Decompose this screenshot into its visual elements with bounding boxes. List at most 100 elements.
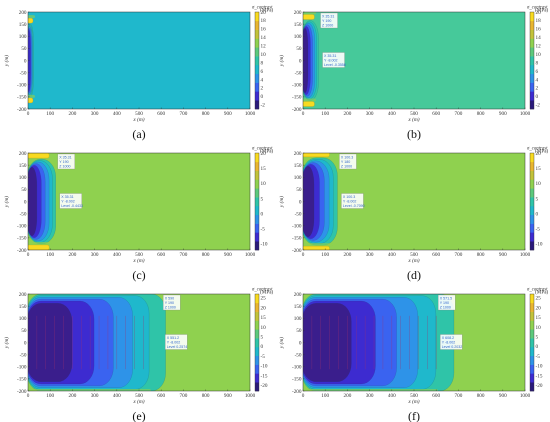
y-tick-label: 200: [19, 10, 27, 16]
colorbar-tick-label: -10: [261, 242, 268, 248]
colorbar-tick-label: -10: [261, 364, 268, 370]
colorbar-tick-label: 8: [261, 60, 264, 66]
y-axis-label: y (m): [3, 55, 10, 67]
colorbar-segment: [255, 302, 259, 312]
contour-band-5: [303, 166, 315, 237]
y-tick-label: 150: [294, 304, 302, 310]
x-tick-label: 800: [202, 252, 210, 258]
colorbar-segment: [255, 179, 259, 189]
colorbar-segment: [255, 73, 259, 83]
tensile-halo-bottom: [28, 241, 52, 245]
x-tick-label: 900: [499, 393, 507, 399]
x-tick-label: 700: [455, 252, 463, 258]
colorbar-tick-label: 15: [536, 315, 542, 321]
colorbar-segment: [530, 232, 534, 242]
colorbar-segment: [530, 311, 534, 321]
x-tick-label: 400: [113, 393, 121, 399]
chart-svg: 0 100 200 300 400 500 600 700 800 900 1000-200-150…: [3, 6, 274, 142]
colorbar-segment: [530, 320, 534, 330]
colorbar-tick-label: 16: [536, 27, 542, 33]
y-tick-label: 150: [294, 22, 302, 28]
x-tick-label: 300: [91, 252, 99, 258]
tensile-halo-top: [302, 149, 333, 152]
x-tick-label: 700: [455, 393, 463, 399]
y-tick-label: 150: [19, 163, 27, 169]
tensile-strip-top: [303, 14, 315, 20]
colorbar-segment: [255, 91, 259, 101]
colorbar-tick-label: -2: [261, 103, 266, 109]
colorbar-segment: [255, 64, 259, 75]
y-tick-label: 200: [19, 292, 27, 298]
datatip-value: X 35.31: [59, 156, 71, 160]
x-tick-label: 400: [113, 252, 121, 258]
colorbar-tick-label: -15: [536, 373, 543, 379]
colorbar-segment: [530, 38, 534, 48]
y-tick-label: 50: [296, 328, 302, 334]
colorbar-tick-label: -5: [261, 227, 266, 233]
colorbar-tick-label: -20: [261, 383, 268, 389]
x-tick-label: 600: [432, 393, 440, 399]
y-tick-label: -200: [292, 248, 302, 254]
datatip-value: Y -8.002: [442, 340, 456, 344]
x-tick-label: 800: [477, 111, 485, 117]
colorbar-segment: [530, 373, 534, 383]
colorbar-segment: [255, 153, 259, 163]
colorbar-unit: (MPa): [535, 148, 549, 155]
tensile-strip-bottom: [28, 244, 50, 250]
y-tick-label: 0: [299, 340, 302, 346]
colorbar-segment: [255, 205, 259, 216]
colorbar-segment: [530, 223, 534, 233]
field-background: [28, 12, 250, 109]
colorbar-segment: [530, 364, 534, 374]
colorbar-tick-label: 10: [536, 52, 542, 58]
x-tick-label: 200: [69, 111, 77, 117]
x-tick-label: 100: [46, 252, 54, 258]
colorbar-tick-label: 15: [261, 166, 267, 172]
tensile-strip-top: [27, 288, 137, 293]
colorbar-segment: [530, 153, 534, 163]
tensile-halo-bottom: [303, 98, 316, 102]
datatip-value: X 590: [165, 297, 174, 301]
datatip-value: Level -0.3558: [324, 63, 346, 67]
x-tick-label: 600: [157, 252, 165, 258]
tensile-halo-top: [28, 15, 35, 19]
chart-svg: 0 100 200 300 400 500 600 700 800 900 1000-200-150…: [278, 147, 549, 283]
colorbar-segment: [255, 20, 259, 30]
y-tick-label: -200: [17, 389, 27, 395]
x-tick-label: 700: [180, 252, 188, 258]
y-tick-label: 200: [294, 292, 302, 298]
colorbar-segment: [530, 12, 534, 22]
x-tick-label: 900: [499, 111, 507, 117]
y-tick-label: 50: [21, 46, 27, 52]
colorbar-segment: [530, 329, 534, 339]
datatip-value: Y -8.002: [167, 340, 181, 344]
x-tick-label: 500: [135, 393, 143, 399]
colorbar-segment: [530, 64, 534, 75]
panel-label: (d): [407, 268, 421, 282]
colorbar-tick-label: -5: [261, 354, 266, 360]
tensile-strip-top: [303, 153, 330, 157]
y-tick-label: 200: [19, 151, 27, 157]
colorbar-segment: [255, 100, 259, 110]
colorbar-frame: [254, 11, 260, 110]
x-tick-label: 1000: [245, 393, 256, 399]
y-tick-label: -100: [17, 224, 27, 230]
y-tick-label: -50: [295, 211, 302, 217]
y-axis-label: y (m): [3, 196, 10, 208]
x-tick-label: 1000: [245, 252, 256, 258]
panel-d: 0 100 200 300 400 500 600 700 800 900 1000 -200 -150…: [275, 141, 550, 283]
x-tick-label: 400: [113, 111, 121, 117]
colorbar-segment: [530, 205, 534, 216]
y-tick-label: 150: [19, 22, 27, 28]
x-tick-label: 900: [224, 111, 232, 117]
colorbar-tick-label: -10: [536, 364, 543, 370]
colorbar-tick-label: 2: [261, 86, 264, 92]
colorbar-segment: [255, 214, 259, 224]
tensile-strip-top: [302, 288, 423, 293]
datatip-value: X 35.31: [61, 195, 73, 199]
y-tick-label: 200: [294, 10, 302, 16]
colorbar-tick-label: 20: [261, 10, 267, 16]
